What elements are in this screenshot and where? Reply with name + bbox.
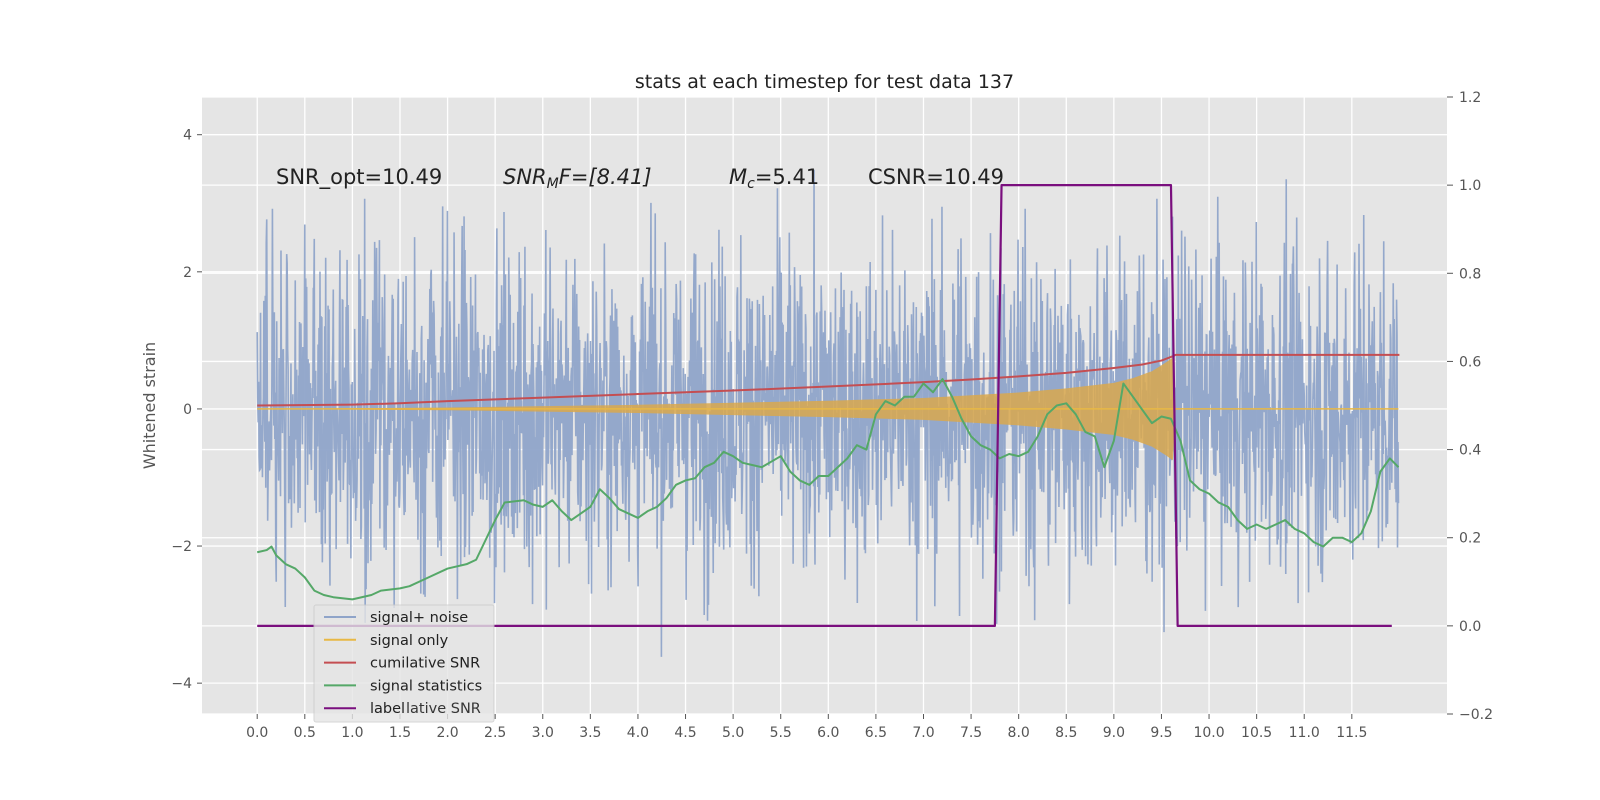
- x-tick-label: 7.0: [912, 725, 934, 741]
- series-signal-noise: [256, 169, 1400, 657]
- series-cumulative-snr: [257, 353, 1400, 407]
- x-tick-label: 1.5: [389, 725, 411, 741]
- x-tick-label: 9.5: [1150, 725, 1172, 741]
- y-tick-label-left: 2: [183, 265, 192, 281]
- y-tick-label-right: 0.6: [1459, 354, 1481, 370]
- legend-label: signal statistics: [370, 678, 482, 694]
- x-tick-label: 7.5: [960, 725, 982, 741]
- y-tick-label-right: 1.2: [1459, 90, 1481, 106]
- y-tick-label-left: −2: [171, 539, 192, 555]
- legend-label: signal+ noise: [370, 610, 468, 626]
- annotation-snr-mf-prefix: SNR: [503, 165, 547, 189]
- x-tick-label: 1.0: [341, 725, 363, 741]
- y-tick-label-right: 0.0: [1459, 619, 1481, 635]
- y-tick-label-left: 4: [183, 128, 192, 144]
- legend-partial-label: lative SNR: [406, 701, 481, 717]
- x-tick-label: 10.5: [1241, 725, 1272, 741]
- x-tick-label: 0.5: [294, 725, 316, 741]
- x-tick-label: 11.5: [1336, 725, 1367, 741]
- annotation-mc: Mc=5.41: [729, 165, 819, 192]
- series-layer: [256, 169, 1400, 657]
- x-tick-label: 10.0: [1193, 725, 1224, 741]
- x-tick-label: 4.5: [674, 725, 696, 741]
- chart-title: stats at each timestep for test data 137: [635, 71, 1014, 93]
- x-tick-label: 5.0: [722, 725, 744, 741]
- y-tick-label-left: −4: [171, 676, 192, 692]
- legend-label: label: [370, 701, 405, 717]
- series-signal-statistics: [256, 378, 1400, 601]
- x-tick-label: 6.5: [865, 725, 887, 741]
- x-tick-label: 0.0: [246, 725, 268, 741]
- x-tick-label: 5.5: [770, 725, 792, 741]
- annotation-snr-mf: SNRMF=[8.41]: [503, 165, 652, 192]
- x-tick-label: 2.5: [484, 725, 506, 741]
- axis-layer: 0.0 0.5 1.0 1.5 2.0 2.5 3.0 3.5 4.0 4.5 5.0 5.5 6.0 6…: [140, 71, 1493, 741]
- annotation-mc-subscript: c: [747, 176, 755, 192]
- annotation-mc-prefix: M: [729, 165, 747, 189]
- y-axis-label: Whitened strain: [140, 342, 159, 469]
- y-tick-label-right: 0.2: [1459, 531, 1481, 547]
- legend-label: signal only: [370, 633, 449, 649]
- legend: signal+ noise signal only cumilative SNR si…: [313, 604, 495, 723]
- series-label: [257, 184, 1392, 627]
- y-tick-label-right: 0.8: [1459, 266, 1481, 282]
- x-tick-label: 11.0: [1289, 725, 1320, 741]
- x-tick-label: 2.0: [436, 725, 458, 741]
- x-tick-label: 8.5: [1055, 725, 1077, 741]
- y-tick-label-right: 0.4: [1459, 443, 1481, 459]
- x-tick-label: 4.0: [627, 725, 649, 741]
- x-tick-label: 3.5: [579, 725, 601, 741]
- annotation-mc-suffix: =5.41: [755, 165, 819, 189]
- annotation-snr-opt: SNR_opt=10.49: [276, 165, 442, 190]
- legend-box: [313, 604, 495, 723]
- x-tick-label: 6.0: [817, 725, 839, 741]
- annotation-snr-mf-suffix: F=[8.41]: [559, 165, 652, 189]
- y-tick-label-left: 0: [183, 402, 192, 418]
- annotation-snr-mf-subscript: M: [547, 176, 559, 192]
- y-tick-label-right: 1.0: [1459, 178, 1481, 194]
- annotation-csnr: CSNR=10.49: [868, 165, 1004, 189]
- legend-label: cumilative SNR: [370, 656, 480, 672]
- y-tick-label-right: −0.2: [1459, 707, 1493, 723]
- x-tick-label: 9.0: [1103, 725, 1125, 741]
- x-tick-label: 8.0: [1008, 725, 1030, 741]
- x-tick-label: 3.0: [532, 725, 554, 741]
- annotation-layer: SNR_opt=10.49 SNRMF=[8.41] Mc=5.41 CSNR=10.…: [276, 165, 1004, 192]
